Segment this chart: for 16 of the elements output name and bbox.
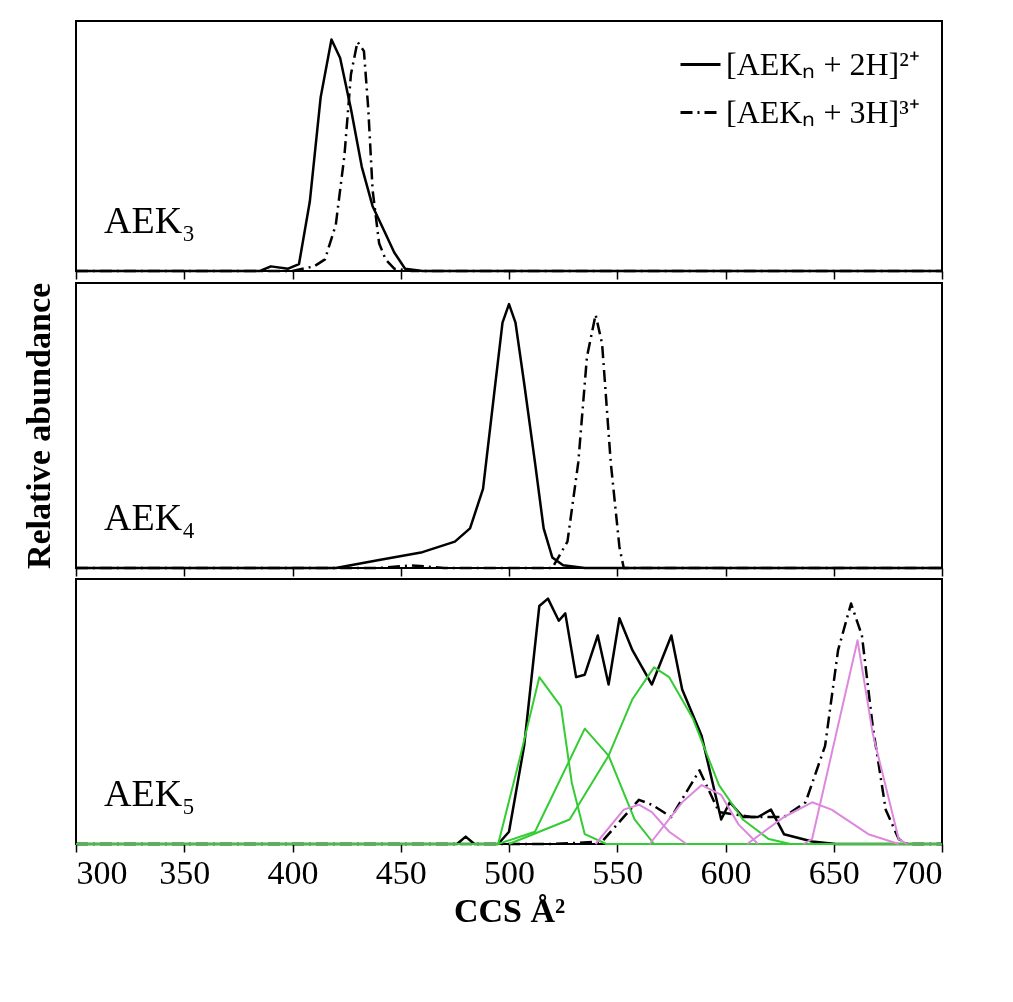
annotation: AEK₄ [104, 496, 196, 538]
legend-label: [AEKₙ + 2H]²⁺ [726, 45, 920, 82]
x-tick-label: 700 [891, 853, 943, 891]
x-tick-label: 300 [76, 853, 128, 891]
x-tick-label: 400 [267, 853, 319, 891]
annotation: AEK₃ [104, 199, 196, 241]
y-axis-title: Relative abundance [19, 282, 57, 570]
legend-label: [AEKₙ + 3H]³⁺ [726, 93, 920, 130]
x-tick-label: 550 [592, 853, 644, 891]
x-tick-label: 350 [159, 853, 211, 891]
annotation: AEK₅ [104, 772, 196, 814]
x-tick-label: 650 [808, 853, 860, 891]
x-tick-label: 600 [700, 853, 752, 891]
x-tick-label: 450 [375, 853, 427, 891]
x-axis-title: CCS Å² [453, 891, 566, 929]
x-tick-label: 500 [484, 853, 535, 891]
